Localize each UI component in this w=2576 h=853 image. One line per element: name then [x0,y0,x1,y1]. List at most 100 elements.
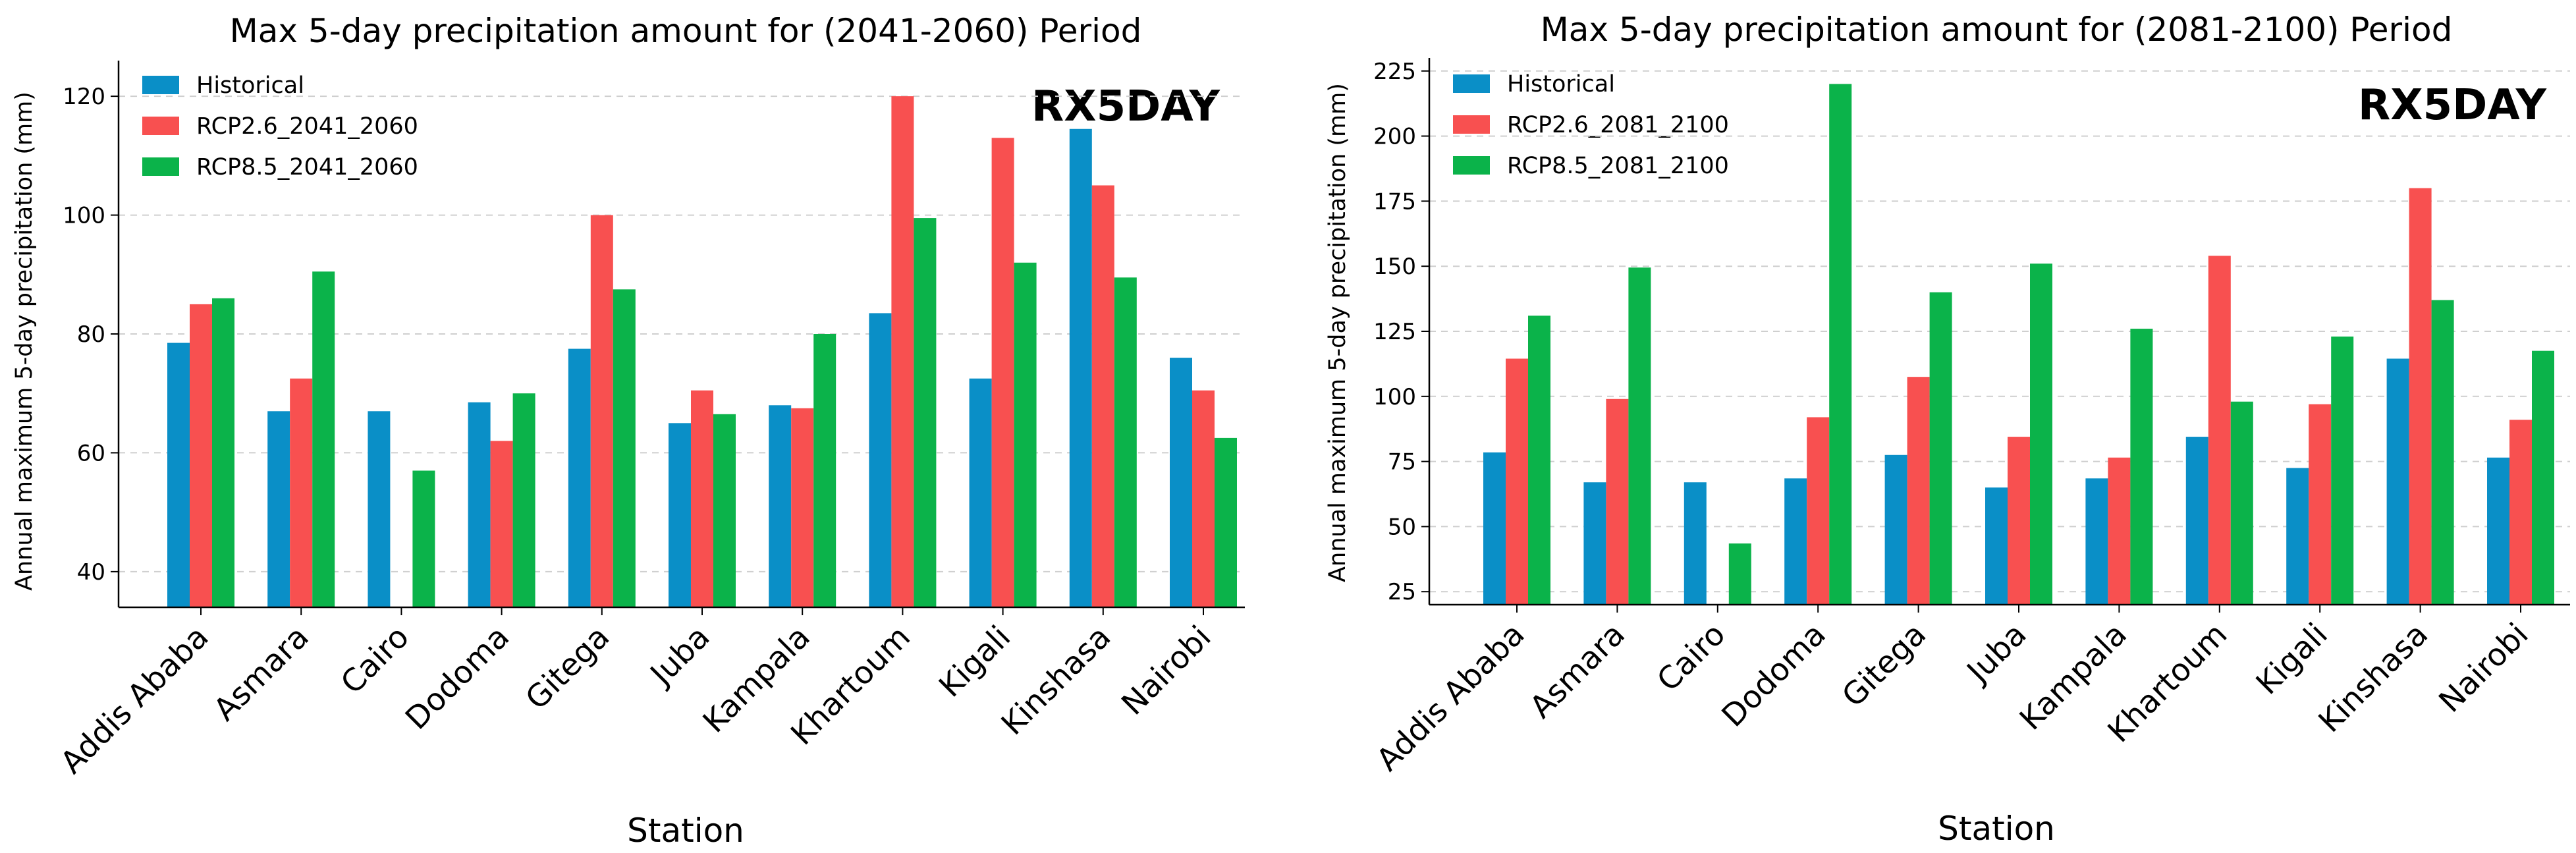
bar-rcp8-5-2041-2060-gitega [613,289,636,607]
legend-label: RCP8.5_2041_2060 [196,154,418,180]
legend-label: RCP2.6_2081_2100 [1507,112,1729,138]
bar-rcp8-5-2081-2100-nairobi [2532,350,2554,605]
bar-historical-dodoma [468,402,491,607]
bar-rcp2-6-2081-2100-kigali [2309,404,2332,605]
bar-rcp8-5-2041-2060-dodoma [512,393,535,607]
bar-rcp8-5-2081-2100-dodoma [1829,84,1852,605]
bar-rcp2-6-2081-2100-dodoma [1807,417,1830,605]
bar-rcp8-5-2081-2100-asmara [1628,267,1651,605]
y-axis-label: Annual maximum 5-day precipitation (mm) [1325,83,1351,582]
legend-swatch [1453,74,1490,93]
legend-swatch [1453,115,1490,134]
bar-historical-cairo [368,411,391,607]
legend: Historical RCP2.6_2081_2100 RCP8.5_2081_21… [1453,71,1729,179]
y-tick-label: 100 [63,203,105,229]
bar-rcp8-5-2041-2060-kinshasa [1114,277,1137,607]
y-tick-label: 50 [1388,514,1416,540]
legend-label: Historical [196,72,304,99]
legend-label: Historical [1507,71,1615,97]
y-tick-label: 100 [1373,384,1416,410]
legend-swatch [1453,156,1490,175]
bar-rcp8-5-2041-2060-kigali [1014,262,1037,607]
bar-rcp8-5-2041-2060-nairobi [1215,437,1237,607]
bar-historical-gitega [568,348,591,607]
legend: Historical RCP2.6_2041_2060 RCP8.5_2041_20… [142,72,418,180]
chart-2041-2060: Max 5-day precipitation amount for (2041… [11,12,1245,850]
bar-historical-nairobi [2487,457,2509,605]
bar-rcp2-6-2081-2100-nairobi [2509,420,2532,605]
bar-rcp2-6-2081-2100-addis-ababa [1506,358,1528,605]
bar-rcp2-6-2041-2060-gitega [590,215,613,608]
x-axis-label: Station [627,812,744,850]
y-tick-label: 40 [77,559,105,586]
y-tick-label: 25 [1388,579,1416,605]
bar-rcp2-6-2041-2060-dodoma [490,441,513,607]
legend-swatch [142,117,179,135]
y-tick-label: 175 [1373,188,1416,215]
bar-historical-asmara [1583,482,1606,605]
bar-rcp2-6-2041-2060-juba [691,390,713,607]
bar-historical-khartoum [869,313,892,607]
bar-rcp8-5-2081-2100-kigali [2331,336,2354,605]
bar-rcp8-5-2081-2100-khartoum [2230,401,2253,605]
bar-historical-kampala [2085,478,2108,605]
bar-rcp8-5-2081-2100-gitega [1929,292,1952,605]
y-tick-label: 200 [1373,124,1416,150]
y-tick-label: 120 [63,84,105,110]
bar-rcp8-5-2081-2100-kinshasa [2431,300,2454,605]
bar-rcp8-5-2041-2060-kampala [813,334,836,607]
bar-rcp8-5-2081-2100-addis-ababa [1528,316,1550,605]
bar-historical-gitega [1884,454,1907,605]
bar-rcp8-5-2041-2060-addis-ababa [212,298,234,607]
legend-swatch [142,157,179,176]
bar-rcp2-6-2041-2060-addis-ababa [190,304,212,607]
bar-rcp2-6-2041-2060-asmara [290,378,313,607]
bar-historical-khartoum [2185,437,2208,605]
bar-rcp2-6-2081-2100-asmara [1606,399,1629,605]
bar-rcp2-6-2081-2100-kampala [2108,457,2131,605]
y-tick-label: 150 [1373,254,1416,280]
bar-rcp2-6-2081-2100-khartoum [2208,256,2231,605]
bar-historical-kigali [969,378,992,607]
y-tick-label: 125 [1373,319,1416,345]
bar-historical-kigali [2286,468,2309,605]
bar-historical-cairo [1684,482,1707,605]
bar-rcp8-5-2041-2060-juba [713,414,736,607]
chart-title: Max 5-day precipitation amount for (2081… [1541,11,2453,49]
bar-historical-juba [1985,487,2008,605]
bar-historical-addis-ababa [167,343,190,607]
rx5day-annotation: RX5DAY [1031,82,1220,131]
bar-rcp8-5-2041-2060-cairo [412,470,435,607]
bar-rcp2-6-2041-2060-kigali [991,138,1014,608]
bar-rcp8-5-2081-2100-kampala [2130,329,2153,605]
rx5day-annotation: RX5DAY [2358,81,2547,130]
bar-rcp2-6-2041-2060-khartoum [891,96,914,607]
bar-historical-dodoma [1784,478,1807,605]
bar-rcp8-5-2081-2100-cairo [1728,543,1751,605]
bar-rcp8-5-2041-2060-asmara [312,271,335,607]
y-tick-label: 80 [77,321,105,348]
bar-historical-kinshasa [1069,128,1092,607]
bar-historical-kinshasa [2386,358,2409,605]
y-axis-label: Annual maximum 5-day precipitation (mm) [11,92,38,591]
y-tick-label: 60 [77,440,105,466]
bar-rcp8-5-2081-2100-juba [2030,263,2052,605]
bar-historical-nairobi [1170,358,1192,607]
bar-rcp2-6-2041-2060-nairobi [1192,390,1215,607]
bar-rcp2-6-2081-2100-kinshasa [2409,188,2432,605]
legend-swatch [142,76,179,94]
y-tick-label: 225 [1373,59,1416,85]
bar-rcp2-6-2081-2100-gitega [1907,377,1930,605]
bar-historical-addis-ababa [1483,452,1506,605]
bar-rcp2-6-2041-2060-kampala [791,408,814,607]
legend-label: RCP2.6_2041_2060 [196,113,418,140]
bar-rcp8-5-2041-2060-khartoum [914,218,937,608]
bar-historical-juba [669,423,691,607]
bar-rcp2-6-2041-2060-kinshasa [1091,185,1114,607]
bar-historical-kampala [769,405,792,607]
bar-rcp2-6-2081-2100-juba [2008,437,2030,605]
x-axis-label: Station [1938,810,2055,848]
bar-historical-asmara [267,411,290,607]
legend-label: RCP8.5_2081_2100 [1507,153,1729,179]
